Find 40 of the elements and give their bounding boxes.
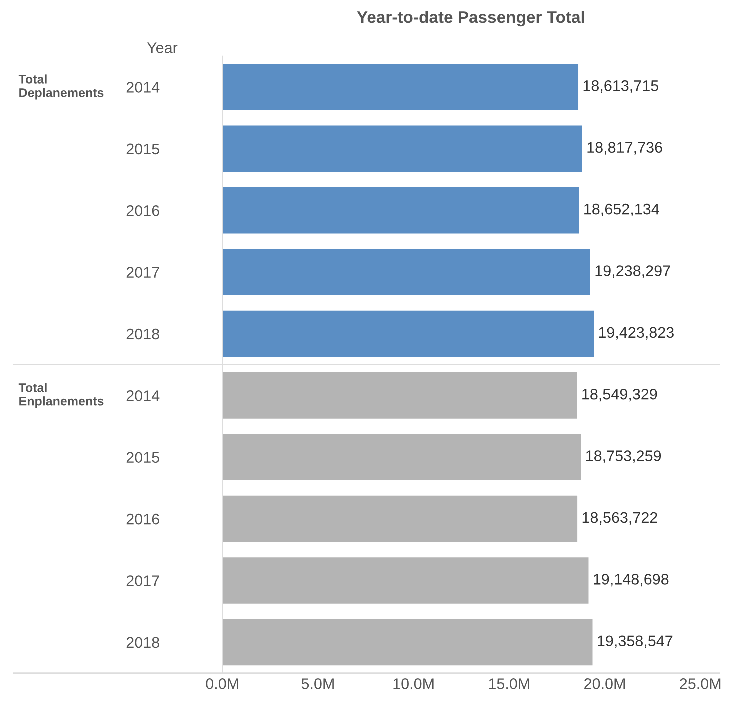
bar (222, 434, 582, 480)
x-tick-label: 25.0M (680, 678, 721, 690)
bar (222, 619, 593, 666)
x-tick-label: 15.0M (489, 678, 530, 690)
x-tick-label: 10.0M (394, 678, 434, 690)
y-tick-label: 2016 (126, 514, 160, 525)
text: Total Deplanements (18, 74, 104, 100)
data-label: 18,652,134 (584, 204, 660, 217)
bar (222, 64, 579, 110)
data-label: 18,753,259 (586, 450, 662, 464)
bar (222, 187, 580, 234)
y-tick-label: 2018 (126, 637, 160, 648)
bar (222, 372, 578, 419)
x-tick-label: 20.0M (584, 678, 625, 690)
data-label: 19,148,698 (594, 574, 669, 587)
data-label: 18,563,722 (582, 512, 658, 525)
data-label: 18,613,715 (584, 80, 658, 94)
bar (222, 249, 590, 296)
x-tick-label: 5.0M (302, 678, 334, 690)
bar (222, 310, 594, 358)
y-tick-label: 2014 (126, 390, 160, 402)
bar (222, 558, 589, 604)
data-label: 19,423,823 (599, 327, 674, 340)
y-tick-label: 2017 (126, 267, 160, 278)
bar (222, 126, 582, 172)
y-tick-label: 2015 (126, 452, 160, 464)
x-tick-label: 0.0M (206, 678, 238, 690)
y-tick-label: 2018 (126, 328, 160, 340)
data-label: 18,549,329 (582, 388, 658, 402)
text: Total Enplanements (18, 383, 104, 408)
bar (222, 496, 578, 542)
y-tick-label: 2016 (126, 205, 160, 216)
y-tick-label: 2014 (126, 82, 160, 93)
y-tick-label: 2017 (126, 576, 160, 586)
data-label: 18,817,736 (588, 142, 662, 155)
data-label: 19,358,547 (598, 636, 673, 648)
y-tick-label: 2015 (126, 144, 160, 155)
chart-title: Year-to-date Passenger Total (357, 10, 584, 27)
y-axis-title: Year (147, 42, 178, 54)
data-label: 19,238,297 (596, 266, 670, 278)
